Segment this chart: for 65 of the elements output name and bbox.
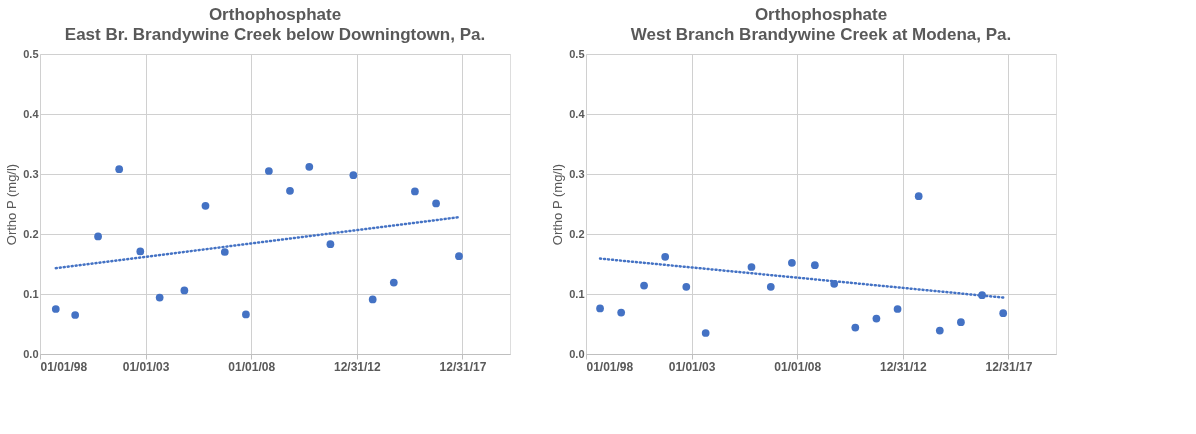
point [788,258,796,267]
point [368,295,377,304]
x-tick-label: 12/31/17 [439,359,487,374]
point [872,314,881,323]
point [411,187,419,196]
point [265,167,273,175]
point [305,162,314,171]
point [617,308,626,317]
point [389,278,398,287]
point [596,304,604,313]
point [851,323,860,332]
x-tick-label: 12/31/12 [333,359,382,374]
y-axis-title: Ortho P (mg/l) [550,163,566,246]
point [136,247,145,256]
y-tick-label: 0.1 [569,287,585,300]
point [51,305,60,313]
y-tick-label: 0.0 [23,347,39,360]
point [286,186,294,195]
x-tick-label: 01/01/08 [228,359,276,374]
point [201,201,210,210]
point [220,248,229,256]
point [811,261,819,270]
y-tick-label: 0.0 [569,347,585,360]
y-tick-label: 0.5 [23,47,39,60]
point [349,171,358,180]
point [455,252,463,261]
y-tick-label: 0.1 [23,287,39,300]
y-tick-label: 0.5 [569,47,585,60]
x-tick-label: 01/01/98 [586,359,634,374]
x-tick-label: 01/01/08 [774,359,822,374]
point [914,192,923,201]
point [747,263,756,271]
point [155,293,164,302]
point [766,282,775,291]
point [999,309,1008,318]
y-tick-label: 0.2 [23,227,39,240]
x-tick-label: 01/01/03 [122,359,170,374]
point [180,286,189,295]
point [935,326,944,335]
x-tick-label: 01/01/98 [40,359,88,374]
y-tick-label: 0.3 [569,167,585,180]
y-tick-label: 0.4 [23,107,40,120]
chart-subtitle: West Branch Brandywine Creek at Modena, Pa. [630,25,1012,44]
point [432,199,440,208]
chart-title: Orthophosphate [208,5,342,24]
y-tick-label: 0.2 [569,227,585,240]
x-tick-label: 12/31/17 [985,359,1033,374]
x-tick-label: 01/01/03 [668,359,716,374]
point [115,165,124,174]
point [661,252,670,261]
point [242,310,250,319]
point [893,305,902,313]
point [640,281,648,290]
point [701,329,710,337]
y-tick-label: 0.4 [569,107,586,120]
point [71,311,80,319]
y-axis-title: Ortho P (mg/l) [4,163,20,246]
chart-subtitle: East Br. Brandywine Creek below Downingtown, Pa. [64,25,486,44]
point [94,232,102,241]
point [682,282,691,291]
point [326,240,335,249]
chart-title: Orthophosphate [754,5,888,24]
y-tick-label: 0.3 [23,167,39,180]
x-tick-label: 12/31/12 [879,359,928,374]
point [957,318,965,327]
